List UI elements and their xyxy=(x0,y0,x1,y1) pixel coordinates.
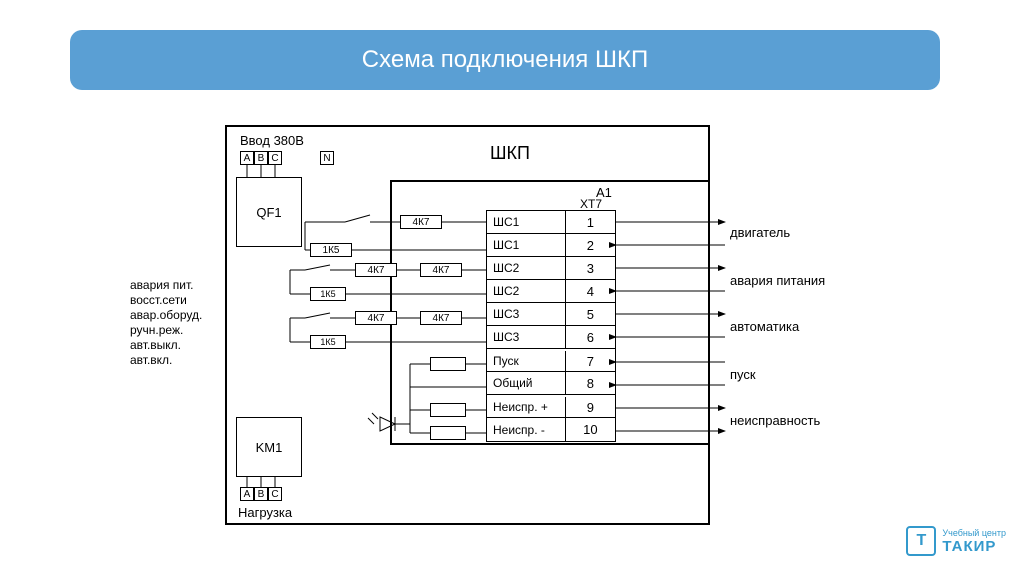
term-name-4: ШС2 xyxy=(487,280,566,302)
logo-icon: Т xyxy=(906,526,936,556)
term-num-4: 4 xyxy=(566,280,615,302)
term-name-2: ШС1 xyxy=(487,234,566,256)
term-row-4: ШС2 4 xyxy=(487,280,615,303)
right-label-1: авария питания xyxy=(730,273,825,288)
term-row-1: ШС1 1 xyxy=(487,211,615,234)
phase-c-top: C xyxy=(268,151,282,165)
qf1-label: QF1 xyxy=(256,205,281,220)
term-num-2: 2 xyxy=(566,234,615,256)
term-row-3: ШС2 3 xyxy=(487,257,615,280)
phase-c-bot: C xyxy=(268,487,282,501)
term-name-3: ШС2 xyxy=(487,257,566,279)
page-title: Схема подключения ШКП xyxy=(362,46,648,74)
r-4k7-2: 4К7 xyxy=(355,263,397,277)
km1-label: KM1 xyxy=(256,440,283,455)
box-neisp1 xyxy=(430,403,466,417)
term-num-3: 3 xyxy=(566,257,615,279)
term-name-5: ШС3 xyxy=(487,303,566,325)
right-label-4: неисправность xyxy=(730,413,820,428)
term-name-9: Неиспр. + xyxy=(487,397,566,417)
logo-icon-letter: Т xyxy=(917,532,927,550)
term-num-1: 1 xyxy=(566,211,615,233)
r-1k5-1: 1К5 xyxy=(310,243,352,257)
term-num-7: 7 xyxy=(566,351,615,371)
term-num-5: 5 xyxy=(566,303,615,325)
left-label-3: ручн.реж. xyxy=(130,323,183,337)
term-row-7: Пуск 7 xyxy=(487,349,615,372)
term-row-5: ШС3 5 xyxy=(487,303,615,326)
term-name-1: ШС1 xyxy=(487,211,566,233)
r-4k7-4: 4К7 xyxy=(355,311,397,325)
term-row-6: ШС3 6 xyxy=(487,326,615,349)
main-box-label: ШКП xyxy=(490,143,530,164)
r-4k7-3: 4К7 xyxy=(420,263,462,277)
load-label: Нагрузка xyxy=(238,505,292,520)
term-num-8: 8 xyxy=(566,372,615,394)
term-name-8: Общий xyxy=(487,372,566,394)
right-label-3: пуск xyxy=(730,367,756,382)
logo-line1: Учебный центр xyxy=(942,528,1006,538)
r-1k5-2: 1К5 xyxy=(310,287,346,301)
term-name-10: Неиспр. - xyxy=(487,418,566,441)
logo-text: Учебный центр ТАКИР xyxy=(942,528,1006,555)
left-label-2: авар.оборуд. xyxy=(130,308,202,322)
r-4k7-5: 4К7 xyxy=(420,311,462,325)
logo-line2: ТАКИР xyxy=(942,538,1006,555)
term-name-7: Пуск xyxy=(487,351,566,371)
phase-a-bot: A xyxy=(240,487,254,501)
qf1-box: QF1 xyxy=(236,177,302,247)
left-label-4: авт.выкл. xyxy=(130,338,181,352)
r-1k5-3: 1К5 xyxy=(310,335,346,349)
box-pusk xyxy=(430,357,466,371)
term-num-9: 9 xyxy=(566,397,615,417)
left-label-1: восст.сети xyxy=(130,293,187,307)
term-row-8: Общий 8 xyxy=(487,372,615,395)
title-bar: Схема подключения ШКП xyxy=(70,30,940,90)
left-label-0: авария пит. xyxy=(130,278,194,292)
logo: Т Учебный центр ТАКИР xyxy=(906,526,1006,556)
terminal-table: ШС1 1 ШС1 2 ШС2 3 ШС2 4 ШС3 5 ШС3 6 Пуск… xyxy=(486,210,616,442)
term-num-10: 10 xyxy=(566,418,615,441)
term-num-6: 6 xyxy=(566,326,615,348)
term-row-10: Неиспр. - 10 xyxy=(487,418,615,441)
connector-label: XT7 xyxy=(580,197,602,211)
box-neisp2 xyxy=(430,426,466,440)
neutral-top: N xyxy=(320,151,334,165)
right-label-0: двигатель xyxy=(730,225,790,240)
right-label-2: автоматика xyxy=(730,319,799,334)
term-row-9: Неиспр. + 9 xyxy=(487,395,615,418)
phase-b-bot: B xyxy=(254,487,268,501)
term-row-2: ШС1 2 xyxy=(487,234,615,257)
phase-b-top: B xyxy=(254,151,268,165)
phase-a-top: A xyxy=(240,151,254,165)
km1-box: KM1 xyxy=(236,417,302,477)
left-label-5: авт.вкл. xyxy=(130,353,172,367)
term-name-6: ШС3 xyxy=(487,326,566,348)
input-label: Ввод 380В xyxy=(240,133,304,148)
r-4k7-1: 4К7 xyxy=(400,215,442,229)
diagram-area: ШКП Ввод 380В A B C N QF1 KM1 A B C Нагр… xyxy=(0,115,1024,535)
